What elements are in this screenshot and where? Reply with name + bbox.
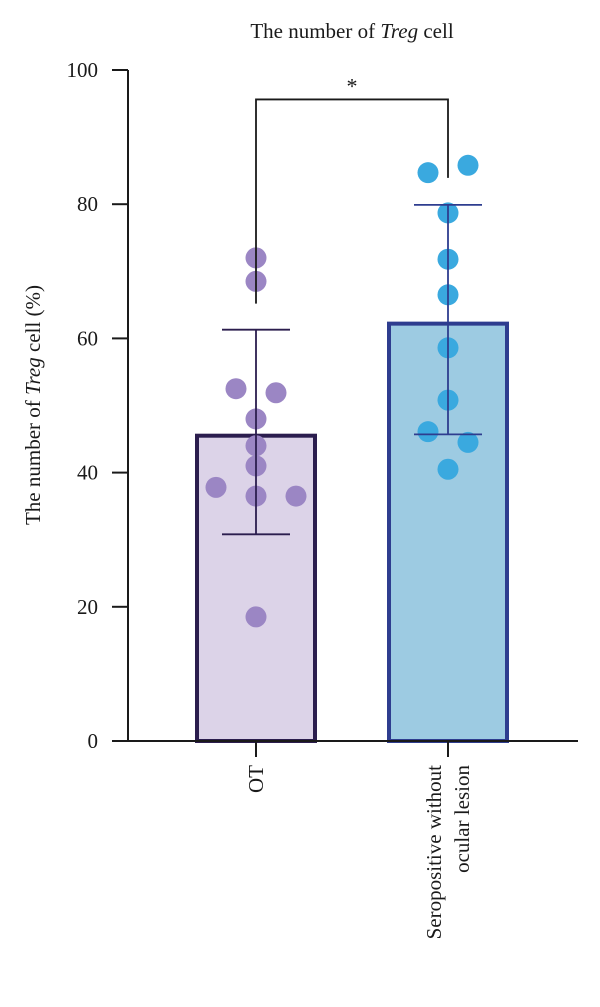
y-tick-label-1: 20 bbox=[77, 595, 98, 619]
significance-label: * bbox=[347, 73, 358, 98]
data-point-1-1 bbox=[417, 162, 439, 184]
data-point-0-3 bbox=[265, 382, 287, 404]
significance-bracket bbox=[255, 98, 449, 304]
points-layer bbox=[205, 154, 479, 628]
data-point-0-7 bbox=[205, 476, 227, 498]
y-axis-label-part-1: The number of bbox=[21, 395, 45, 525]
significance-layer: * bbox=[255, 73, 449, 304]
y-tick-label-2: 40 bbox=[77, 461, 98, 485]
y-tick-label-3: 60 bbox=[77, 326, 98, 350]
x-tick-label-1-1: ocular lesion bbox=[450, 765, 474, 873]
y-axis-label-part-3: cell (%) bbox=[21, 285, 45, 357]
x-tick-label-1-0: Seropositive without bbox=[422, 765, 446, 940]
x-tick-label-0-0: OT bbox=[244, 765, 268, 793]
chart-title-part-3: cell bbox=[418, 19, 454, 43]
data-point-1-9 bbox=[437, 458, 459, 480]
data-point-0-10 bbox=[245, 606, 267, 628]
y-tick-label-4: 80 bbox=[77, 192, 98, 216]
data-point-0-2 bbox=[225, 378, 247, 400]
errorbars-layer bbox=[222, 203, 482, 536]
data-point-1-0 bbox=[457, 154, 479, 176]
y-axis-label-part-2: Treg bbox=[21, 357, 45, 395]
data-point-1-7 bbox=[417, 421, 439, 443]
chart-title-part-1: The number of bbox=[250, 19, 380, 43]
chart-title-part-2: Treg bbox=[380, 19, 418, 43]
y-tick-label-5: 100 bbox=[67, 58, 99, 82]
chart-title: The number of Treg cell bbox=[250, 19, 454, 43]
data-point-1-8 bbox=[457, 431, 479, 453]
y-tick-label-0: 0 bbox=[88, 729, 99, 753]
y-axis-label: The number of Treg cell (%) bbox=[21, 285, 45, 525]
axes-layer: 0 20 40 60 80 100 OT Seropositive without ocular… bbox=[67, 58, 578, 940]
data-point-0-9 bbox=[285, 485, 307, 507]
